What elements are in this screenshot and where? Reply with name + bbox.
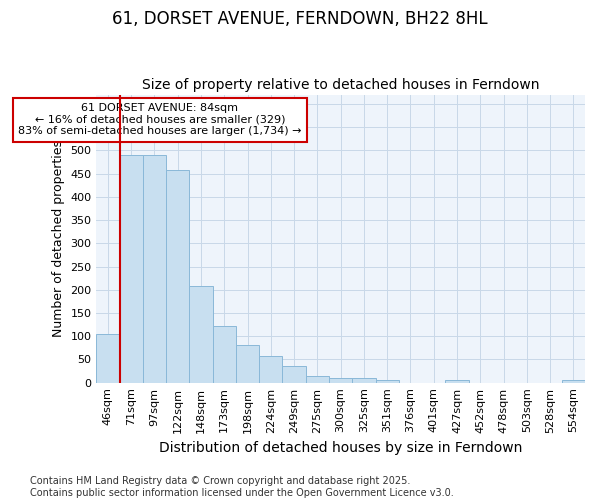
Text: 61, DORSET AVENUE, FERNDOWN, BH22 8HL: 61, DORSET AVENUE, FERNDOWN, BH22 8HL [112, 10, 488, 28]
Bar [283, 366, 306, 382]
Bar [166, 170, 190, 382]
X-axis label: Distribution of detached houses by size in Ferndown: Distribution of detached houses by size … [159, 441, 523, 455]
Bar [329, 378, 352, 382]
Bar [259, 356, 283, 382]
Y-axis label: Number of detached properties: Number of detached properties [52, 140, 65, 337]
Bar [306, 376, 329, 382]
Text: Contains HM Land Registry data © Crown copyright and database right 2025.
Contai: Contains HM Land Registry data © Crown c… [30, 476, 454, 498]
Bar [352, 378, 376, 382]
Bar [119, 155, 143, 382]
Bar [212, 326, 236, 382]
Bar [96, 334, 119, 382]
Bar [376, 380, 399, 382]
Bar [236, 344, 259, 383]
Bar [562, 380, 585, 382]
Bar [445, 380, 469, 382]
Bar [143, 155, 166, 382]
Title: Size of property relative to detached houses in Ferndown: Size of property relative to detached ho… [142, 78, 539, 92]
Bar [190, 286, 212, 382]
Text: 61 DORSET AVENUE: 84sqm
← 16% of detached houses are smaller (329)
83% of semi-d: 61 DORSET AVENUE: 84sqm ← 16% of detache… [18, 103, 302, 136]
